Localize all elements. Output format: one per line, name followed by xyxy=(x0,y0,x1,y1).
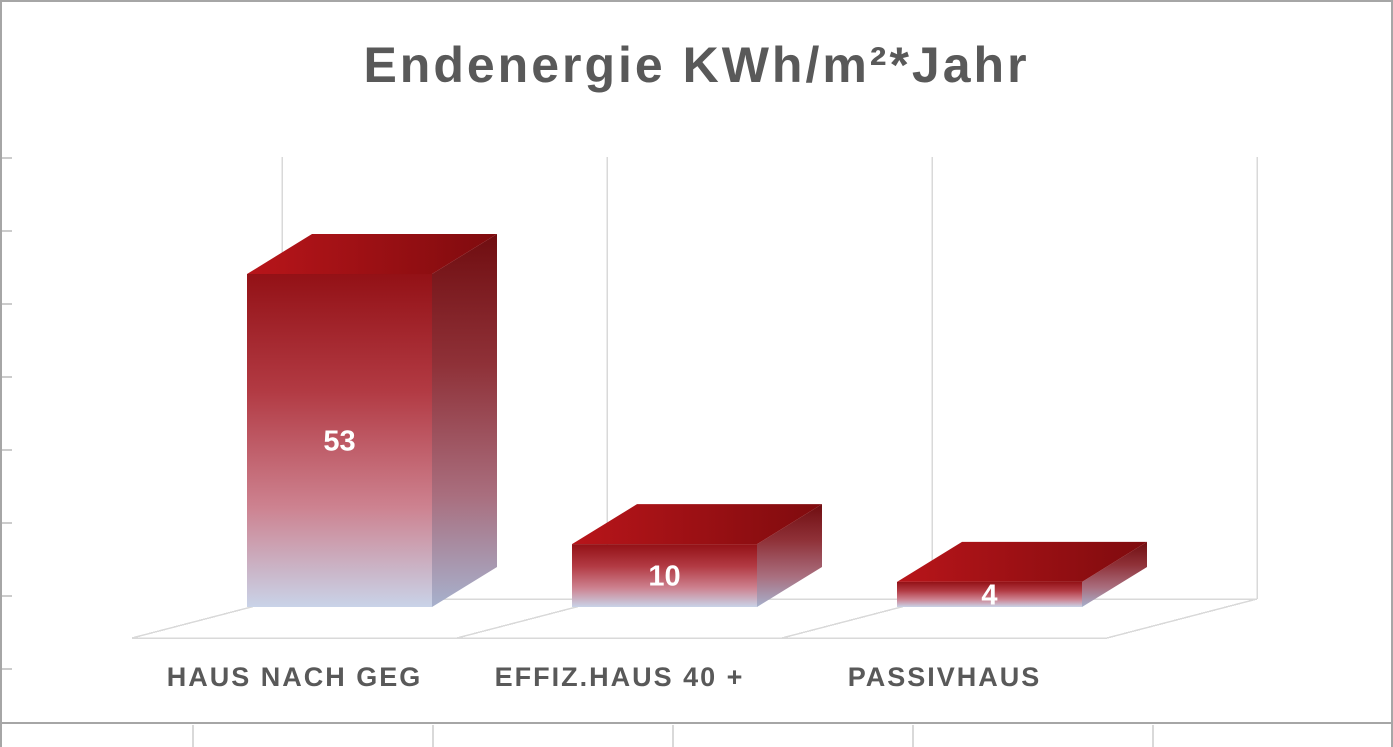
spreadsheet-column-gridline-stub xyxy=(192,725,194,747)
spreadsheet-row-gridline-stub xyxy=(2,303,12,305)
spreadsheet-row-gridline-stub xyxy=(2,595,12,597)
spreadsheet-row-gridline-stub xyxy=(2,230,12,232)
bars-group: 53 10 4 xyxy=(247,234,1147,611)
bar-front-face xyxy=(572,544,757,607)
spreadsheet-row-gridline-stub xyxy=(2,449,12,451)
bar-value-label: 4 xyxy=(981,579,997,611)
bar-top-face xyxy=(247,234,497,274)
bar-value-label: 53 xyxy=(323,426,355,458)
bar-front-face xyxy=(247,274,432,607)
chart-title: Endenergie KWh/m²*Jahr xyxy=(363,37,1030,93)
bar-front-face xyxy=(897,581,1082,607)
spreadsheet-row-gridline-stub xyxy=(2,157,12,159)
bar-side-face xyxy=(757,504,822,607)
spreadsheet-row-gridline-stub xyxy=(2,522,12,524)
floor-depth-gridline xyxy=(1106,598,1258,639)
chart-bottom-border xyxy=(2,722,1391,724)
spreadsheet-column-gridline-stub xyxy=(432,725,434,747)
spreadsheet-column-gridline-stub xyxy=(672,725,674,747)
bar-passivhaus: 4 xyxy=(897,541,1147,611)
bar-side-face xyxy=(1082,541,1147,607)
bar-side-face xyxy=(432,234,497,607)
spreadsheet-column-gridline-stub xyxy=(912,725,914,747)
bar-top-face xyxy=(897,541,1147,582)
spreadsheet-row-gridline-stub xyxy=(2,376,12,378)
spreadsheet-column-gridline-stub xyxy=(1152,725,1154,747)
bar-effiz-haus-40: 10 xyxy=(572,504,822,607)
bar-top-face xyxy=(572,504,822,545)
spreadsheet-row-gridline-stub xyxy=(2,668,12,670)
bar-haus-nach-geg: 53 xyxy=(247,234,497,607)
bar-value-label: 10 xyxy=(648,561,680,593)
